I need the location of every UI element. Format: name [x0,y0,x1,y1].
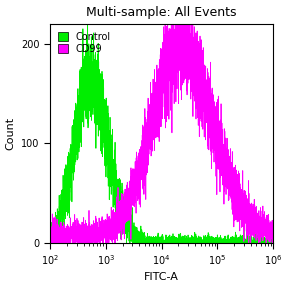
X-axis label: FITC-A: FITC-A [144,272,179,283]
Title: Multi-sample: All Events: Multi-sample: All Events [86,5,237,18]
Legend: Control, CD99: Control, CD99 [55,29,113,56]
Y-axis label: Count: Count [5,117,16,150]
